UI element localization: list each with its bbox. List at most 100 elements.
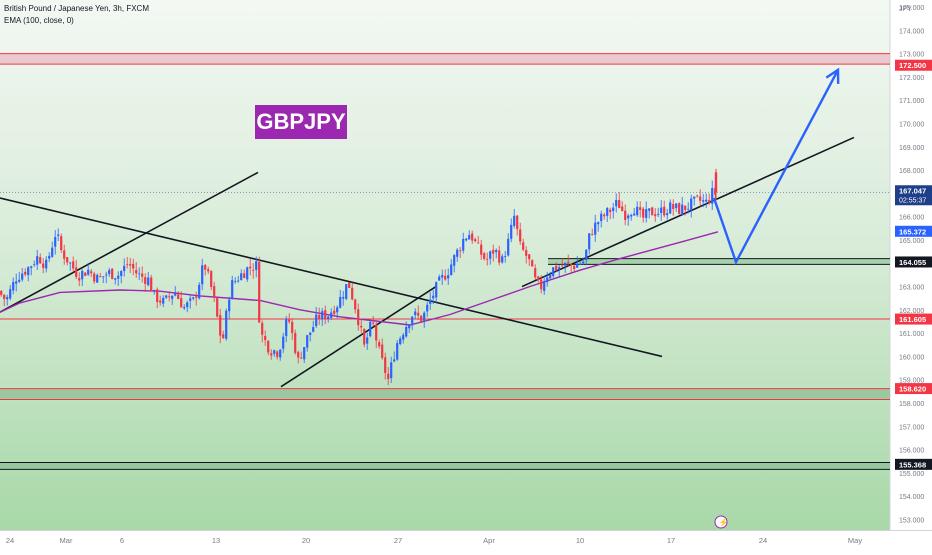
candle-body	[444, 275, 447, 280]
candle-body	[27, 267, 30, 276]
candle-body	[102, 276, 105, 278]
candle-body	[612, 207, 615, 211]
candle-body	[132, 263, 135, 269]
time-tick-label: 24	[6, 536, 14, 545]
candle-body	[264, 335, 267, 341]
candle-body	[582, 261, 585, 264]
candle-body	[471, 233, 474, 241]
candle-body	[549, 274, 552, 279]
candle-body	[0, 290, 3, 295]
time-axis-background	[0, 530, 932, 550]
candle-body	[381, 344, 384, 359]
candle-body	[318, 314, 321, 320]
candle-body	[81, 270, 84, 280]
price-tag	[895, 59, 932, 71]
candle-body	[552, 267, 555, 277]
axis-unit-label: JPY	[899, 6, 912, 13]
candle-body	[231, 280, 234, 300]
candle-body	[384, 357, 387, 373]
candle-body	[15, 281, 18, 284]
price-tag	[895, 313, 932, 325]
alert-icon[interactable]: ⚡	[714, 515, 729, 529]
candle-body	[78, 278, 81, 281]
candle-body	[120, 271, 123, 276]
candle-body	[525, 250, 528, 256]
candle-body	[54, 237, 57, 247]
candle-body	[18, 279, 21, 282]
price-tag-value: 165.372	[899, 227, 926, 236]
candle-body	[249, 266, 252, 269]
candles-layer	[0, 168, 718, 386]
svg-text:⚡: ⚡	[719, 517, 729, 527]
candle-body	[255, 261, 258, 270]
candle-body	[69, 262, 72, 264]
symbol-title[interactable]: British Pound / Japanese Yen, 3h, FXCM	[4, 4, 149, 13]
candle-body	[63, 250, 66, 259]
candle-body	[564, 262, 567, 266]
candle-body	[609, 209, 612, 213]
candle-body	[468, 235, 471, 240]
candle-body	[672, 204, 675, 210]
candle-body	[171, 295, 174, 299]
candle-body	[411, 316, 414, 326]
candle-body	[711, 188, 714, 204]
ema-layer	[0, 231, 719, 326]
price-tick-label: 156.000	[899, 448, 924, 455]
candle-body	[276, 351, 279, 357]
candle-body	[9, 289, 12, 299]
price-tick-label: 158.000	[899, 401, 924, 408]
candle-body	[480, 244, 483, 255]
price-tick-label: 171.000	[899, 98, 924, 105]
price-tick-label: 155.000	[899, 471, 924, 478]
candle-body	[369, 321, 372, 337]
candle-body	[681, 204, 684, 215]
candle-body	[147, 277, 150, 286]
candle-body	[576, 264, 579, 268]
candle-body	[642, 208, 645, 218]
candle-body	[567, 262, 570, 264]
candle-body	[219, 315, 222, 336]
zone-box	[548, 258, 890, 265]
candle-body	[327, 316, 330, 319]
candle-body	[360, 325, 363, 328]
candle-body	[441, 274, 444, 278]
price-tick-label: 172.000	[899, 75, 924, 82]
price-tag	[895, 383, 932, 395]
candle-body	[93, 273, 96, 282]
candle-body	[123, 265, 126, 272]
projection-layer	[712, 67, 840, 266]
candle-body	[477, 242, 480, 244]
candle-body	[159, 300, 162, 303]
price-tick-label: 166.000	[899, 215, 924, 222]
candle-body	[252, 269, 255, 271]
candle-body	[462, 238, 465, 251]
price-tag-value: 158.620	[899, 385, 926, 394]
candle-body	[141, 273, 144, 277]
price-tick-label: 168.000	[899, 168, 924, 175]
candle-body	[618, 200, 621, 209]
candle-body	[48, 255, 51, 259]
candle-body	[366, 337, 369, 344]
candle-body	[453, 255, 456, 266]
candle-body	[393, 359, 396, 362]
price-tick-label: 174.000	[899, 28, 924, 35]
candle-body	[474, 239, 477, 242]
candle-body	[378, 342, 381, 347]
candle-body	[708, 200, 711, 203]
candle-body	[129, 264, 132, 266]
candle-body	[417, 312, 420, 316]
candle-body	[297, 352, 300, 358]
bar-countdown: 02:55:37	[899, 197, 926, 204]
price-tick-label: 162.000	[899, 308, 924, 315]
candle-body	[498, 250, 501, 263]
price-tick-label: 161.000	[899, 331, 924, 338]
candle-body	[696, 195, 699, 197]
candle-body	[426, 304, 429, 312]
candle-body	[624, 210, 627, 220]
candle-body	[150, 277, 153, 292]
candle-body	[234, 281, 237, 283]
candle-body	[267, 340, 270, 353]
indicator-legend[interactable]: EMA (100, close, 0)	[4, 16, 74, 25]
